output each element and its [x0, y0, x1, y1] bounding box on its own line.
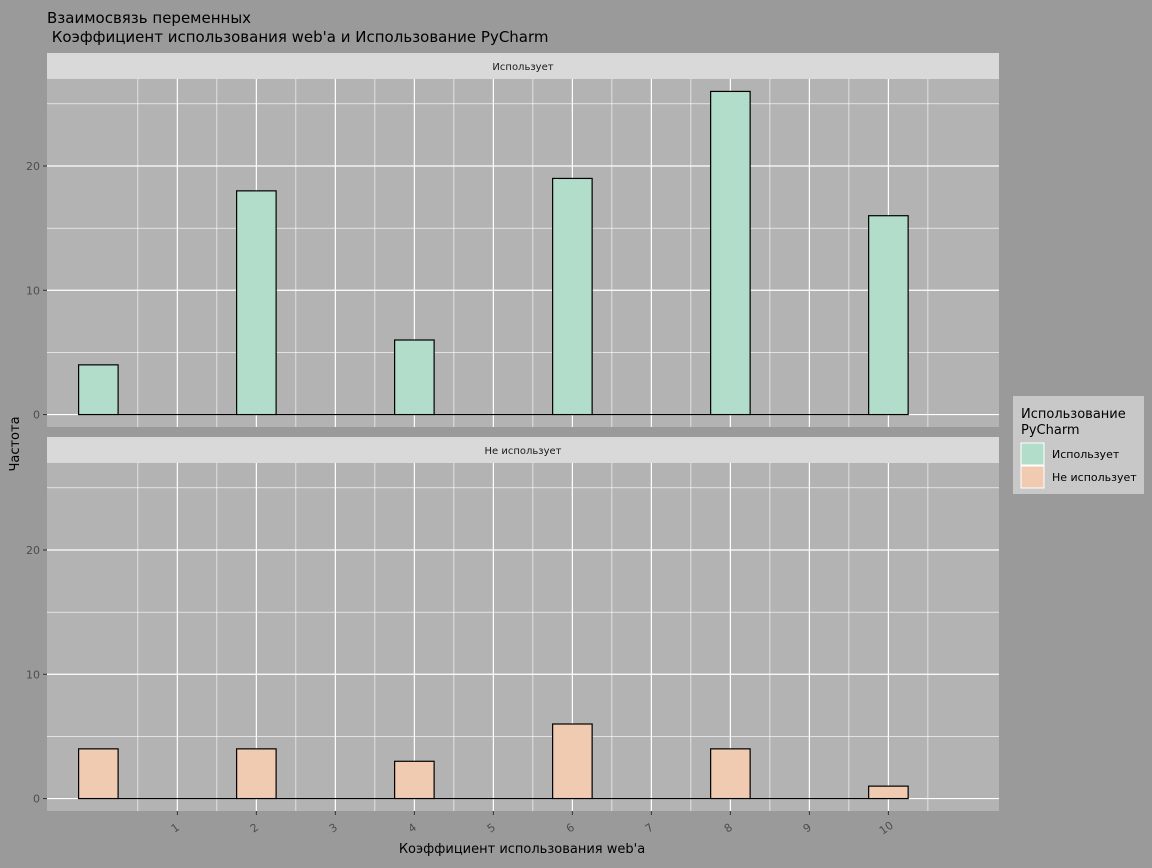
x-tick-label: 5	[485, 821, 498, 836]
x-tick-label: 6	[564, 821, 577, 836]
y-axis-title: Частота	[8, 416, 23, 471]
facet-panels: Использует 0 10 20 Не использует 0 10 20 1 2 3 4 5 6 7…	[26, 53, 999, 837]
y-tick-label: 0	[33, 793, 40, 806]
x-tick-label: 7	[643, 821, 656, 836]
bar	[394, 760, 435, 800]
x-tick-label: 3	[327, 821, 340, 836]
bar	[236, 190, 277, 416]
legend-key-uses	[1020, 442, 1045, 466]
facet-strip	[47, 53, 999, 79]
bar	[552, 723, 593, 800]
bar	[552, 177, 593, 416]
bar	[78, 364, 119, 416]
y-tick-label: 10	[26, 668, 40, 681]
y-tick-label: 10	[26, 284, 40, 297]
x-tick-label: 2	[248, 821, 261, 836]
y-tick-label: 20	[26, 544, 40, 557]
bar	[78, 748, 119, 800]
facet-strip-label: Использует	[492, 62, 553, 73]
x-tick-label: 4	[406, 821, 419, 836]
y-tick-label: 0	[33, 409, 40, 422]
x-tick-label: 8	[722, 821, 735, 836]
panel-background	[47, 79, 999, 427]
chart-title-line1: Взаимосвязь переменных	[47, 9, 251, 27]
panel-background	[47, 463, 999, 811]
bar	[236, 748, 277, 800]
bar	[868, 215, 909, 416]
legend-key-not-uses	[1020, 465, 1045, 489]
bar	[710, 748, 751, 800]
y-tick-label: 20	[26, 160, 40, 173]
legend-label-not-uses: Не использует	[1052, 471, 1137, 484]
x-tick-label: 1	[169, 821, 182, 836]
chart-title-line2: Коэффициент использования web'a и Исполь…	[47, 28, 549, 46]
legend: Использование PyCharm Использует Не испо…	[1013, 396, 1144, 494]
bar	[868, 785, 909, 800]
bar	[710, 90, 751, 416]
x-tick-label: 9	[801, 821, 814, 836]
legend-title-line2: PyCharm	[1021, 423, 1080, 438]
bar	[394, 339, 435, 416]
facet-strip	[47, 437, 999, 463]
x-axis-title: Коэффициент использования web'a	[399, 842, 645, 857]
legend-label-uses: Использует	[1052, 448, 1120, 461]
legend-title-line1: Использование	[1021, 407, 1126, 422]
x-tick-label: 10	[877, 819, 896, 838]
facet-strip-label: Не использует	[484, 446, 561, 457]
